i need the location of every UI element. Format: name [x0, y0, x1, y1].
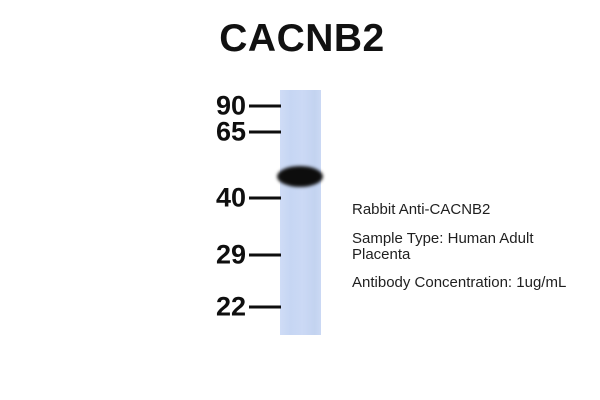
- sample-type-text: Sample Type: Human Adult Placenta: [352, 229, 534, 263]
- mw-marker-90: 90: [196, 90, 281, 121]
- protein-band: [277, 166, 323, 187]
- mw-marker-40: 40: [196, 182, 281, 213]
- annotation-block: Rabbit Anti-CACNB2 Sample Type: Human Ad…: [352, 202, 600, 304]
- mw-marker-tick: [249, 104, 281, 108]
- blot-lane: [280, 90, 321, 335]
- mw-marker-label: 40: [215, 182, 246, 213]
- mw-marker-label: 90: [215, 90, 246, 121]
- mw-marker-label: 65: [215, 116, 246, 147]
- antibody-name-text: Rabbit Anti-CACNB2: [352, 201, 491, 218]
- mw-marker-label: 22: [215, 291, 246, 322]
- mw-marker-tick: [249, 130, 281, 134]
- mw-marker-tick: [249, 196, 281, 200]
- mw-marker-22: 22: [196, 291, 281, 322]
- antibody-concentration-text: Antibody Concentration: 1ug/mL: [352, 274, 567, 292]
- mw-marker-29: 29: [196, 239, 281, 270]
- mw-marker-label: 29: [215, 239, 246, 270]
- figure-title: CACNB2: [219, 17, 385, 60]
- mw-marker-tick: [249, 253, 281, 257]
- mw-marker-tick: [249, 305, 281, 309]
- mw-marker-65: 65: [196, 116, 281, 147]
